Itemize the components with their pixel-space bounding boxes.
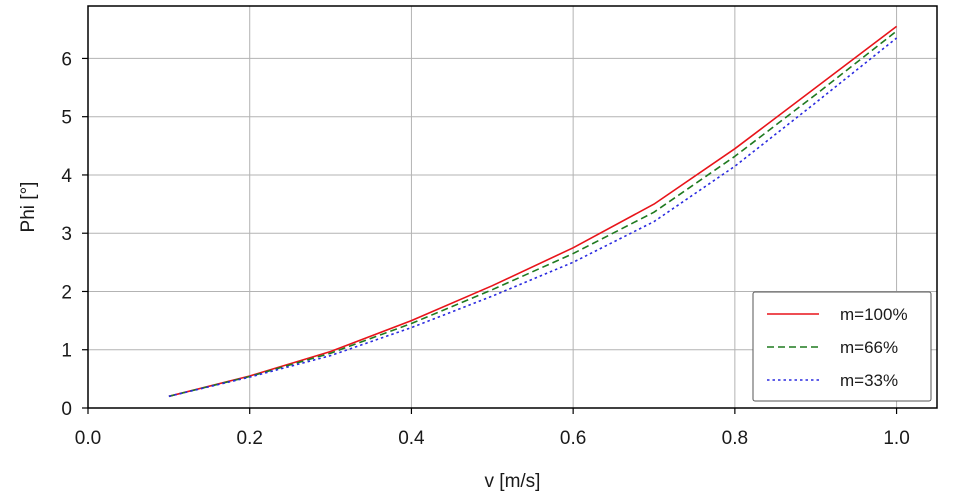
y-tick-label: 3 [61,224,72,245]
y-tick-label: 5 [61,108,72,129]
axis-ticks: 0.0 0.2 0.4 0.6 0.8 1.0 0 1 2 3 4 5 6 [61,49,909,449]
series-line-1 [168,25,898,398]
x-tick-label: 0.6 [560,428,586,449]
y-tick-label: 4 [61,166,72,187]
x-tick-label: 0.2 [237,428,263,449]
x-tick-label: 0.0 [75,428,101,449]
legend-label: m=100% [840,305,908,324]
x-axis-title: v [m/s] [485,471,541,492]
y-tick-label: 6 [61,49,72,70]
y-tick-label: 1 [61,341,72,362]
y-axis-title: Phi [°] [18,182,39,233]
y-tick-label: 0 [61,399,72,420]
legend-label: m=66% [840,338,898,357]
legend-label: m=33% [840,371,898,390]
grid [87,6,937,409]
legend-box [752,291,932,402]
plot-area [87,5,938,409]
series-lines [168,25,898,398]
legend: m=100% m=66% m=33% [752,291,932,402]
x-tick-label: 1.0 [883,428,909,449]
y-tick-label: 2 [61,282,72,303]
series-line-2 [168,30,898,398]
x-tick-label: 0.8 [722,428,748,449]
series-line-3 [168,37,898,398]
x-tick-label: 0.4 [398,428,425,449]
